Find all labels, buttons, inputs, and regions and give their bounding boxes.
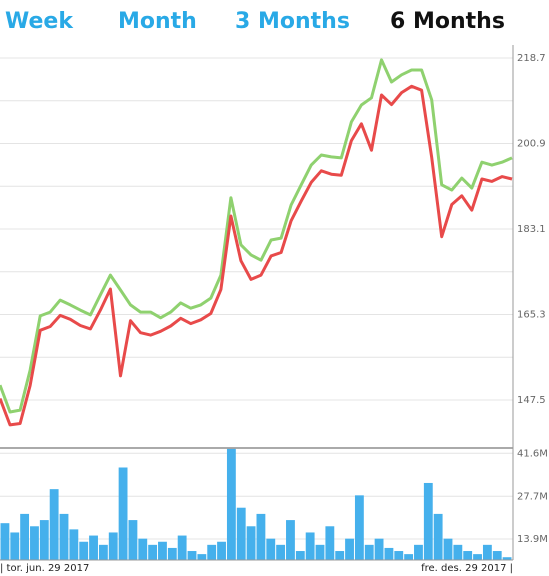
- volume-bar: [433, 513, 443, 560]
- volume-bar: [364, 544, 374, 560]
- price-line: [0, 84, 513, 427]
- volume-bar: [69, 529, 79, 560]
- volume-bar: [148, 544, 158, 560]
- volume-bar: [266, 538, 276, 560]
- volume-bar: [197, 554, 207, 560]
- volume-bar: [394, 551, 404, 560]
- volume-bar: [502, 557, 512, 560]
- volume-bar: [305, 532, 315, 560]
- tab[interactable]: 3 Months: [235, 9, 350, 34]
- y-tick-label: 183.1: [517, 224, 546, 235]
- volume-bar: [482, 544, 492, 560]
- volume-bar: [226, 448, 236, 560]
- volume-bar: [59, 513, 69, 560]
- volume-bar: [98, 544, 108, 560]
- volume-bar: [276, 544, 286, 560]
- date-label: | tor. jun. 29 2017: [0, 563, 89, 574]
- volume-bar: [325, 526, 335, 560]
- volume-bar: [108, 532, 118, 560]
- volume-bar: [79, 541, 89, 560]
- volume-bar: [20, 513, 30, 560]
- volume-bar: [167, 547, 177, 560]
- y-tick-label: 200.9: [517, 138, 546, 149]
- volume-bar: [492, 551, 502, 560]
- volume-bar: [89, 535, 98, 560]
- y-tick-label: 27.7M: [517, 491, 548, 502]
- volume-bar: [138, 538, 148, 560]
- volume-bar: [0, 523, 10, 560]
- date-label: fre. des. 29 2017 |: [421, 563, 513, 574]
- volume-bar: [207, 544, 217, 560]
- y-tick-label: 41.6M: [517, 448, 548, 459]
- volume-bar: [246, 526, 256, 560]
- volume-bar: [49, 489, 59, 560]
- volume-bar: [384, 547, 394, 560]
- tab[interactable]: Month: [118, 9, 197, 34]
- volume-bar: [30, 526, 39, 560]
- volume-bar: [414, 544, 423, 560]
- volume-bar: [354, 495, 364, 560]
- y-tick-label: 13.9M: [517, 534, 548, 545]
- volume-bar: [217, 541, 226, 560]
- volume-bar: [315, 544, 325, 560]
- volume-bar: [39, 520, 49, 560]
- price-line: [0, 58, 513, 414]
- tab[interactable]: 6 Months: [390, 9, 505, 34]
- volume-bar: [453, 544, 463, 560]
- volume-bar: [374, 538, 384, 560]
- volume-bar: [404, 554, 414, 560]
- volume-bar: [187, 551, 197, 560]
- volume-bar: [158, 541, 167, 560]
- tab[interactable]: Week: [5, 9, 74, 34]
- volume-bar: [118, 467, 128, 560]
- volume-bar: [236, 507, 246, 560]
- volume-bar: [177, 535, 187, 560]
- volume-bar: [443, 538, 453, 560]
- volume-bar: [128, 520, 138, 560]
- volume-bar: [286, 520, 295, 560]
- y-tick-label: 218.7: [517, 53, 546, 64]
- volume-bar: [256, 513, 266, 560]
- y-tick-label: 147.5: [517, 395, 546, 406]
- volume-bar: [335, 551, 345, 560]
- volume-bar: [423, 482, 433, 560]
- volume-bar: [10, 532, 20, 560]
- volume-bar: [295, 551, 305, 560]
- volume-bar: [345, 538, 354, 560]
- y-tick-label: 165.3: [517, 309, 546, 320]
- volume-bar: [473, 554, 482, 560]
- volume-bar: [463, 551, 473, 560]
